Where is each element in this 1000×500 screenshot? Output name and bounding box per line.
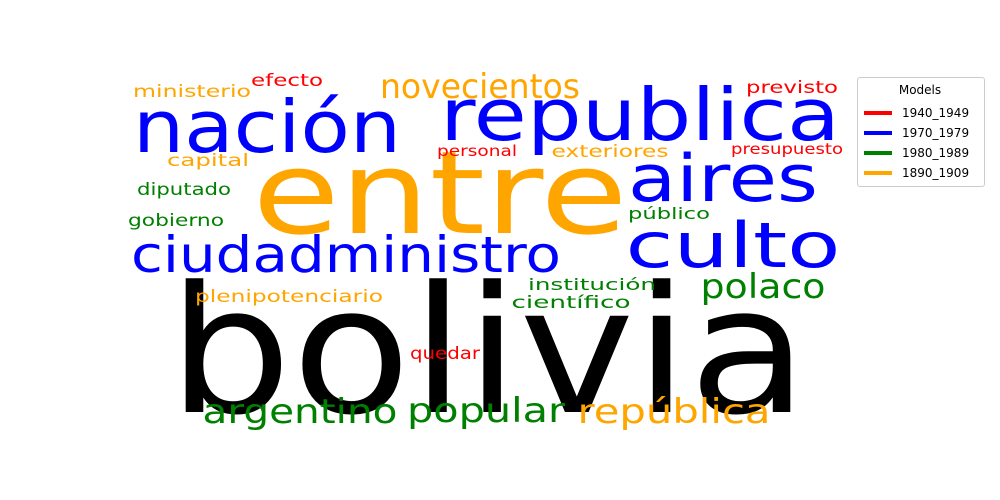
word-capital: capital xyxy=(167,151,249,171)
word-quedar: quedar xyxy=(410,344,480,364)
legend-entry-1890-1909: 1890_1909 xyxy=(864,163,976,183)
legend-entry-1940-1949: 1940_1949 xyxy=(864,103,976,123)
word-personal: personal xyxy=(437,142,517,160)
word-gobierno: gobierno xyxy=(128,211,224,231)
legend-swatch xyxy=(864,131,892,135)
word-efecto: efecto xyxy=(251,71,323,91)
legend-swatch xyxy=(864,171,892,175)
word-científico: científico xyxy=(512,293,631,313)
word-entre: entre xyxy=(253,127,628,261)
word-república: república xyxy=(578,392,771,432)
legend-swatch xyxy=(864,151,892,155)
legend-label: 1890_1909 xyxy=(902,166,970,180)
word-aires: aires xyxy=(628,142,818,217)
legend-entry-1970-1979: 1970_1979 xyxy=(864,123,976,143)
word-plenipotenciario: plenipotenciario xyxy=(195,287,383,307)
word-público: público xyxy=(628,204,710,223)
word-culto: culto xyxy=(626,209,841,282)
legend-swatch xyxy=(864,111,892,115)
word-ministerio: ministerio xyxy=(133,82,251,102)
legend-label: 1980_1989 xyxy=(902,146,970,160)
word-exteriores: exteriores xyxy=(552,142,669,162)
word-ciudadministro: ciudadministro xyxy=(131,226,561,284)
legend: Models 1940_1949 1970_1979 1980_1989 189… xyxy=(857,77,985,187)
legend-entry-1980-1989: 1980_1989 xyxy=(864,143,976,163)
word-novecientos: novecientos xyxy=(380,67,580,107)
word-nación: nación xyxy=(133,85,401,169)
word-diputado: diputado xyxy=(137,180,231,200)
word-popular: popular xyxy=(407,391,565,431)
legend-title: Models xyxy=(898,83,942,97)
word-bolivia: bolivia xyxy=(168,249,808,454)
word-institución: institución xyxy=(528,275,656,294)
word-republica: republica xyxy=(440,73,840,157)
word-previsto: previsto xyxy=(746,78,838,98)
word-argentino: argentino xyxy=(203,392,398,432)
word-presupuesto: presupuesto xyxy=(731,140,843,158)
word-polaco: polaco xyxy=(701,267,826,307)
legend-label: 1970_1979 xyxy=(902,126,970,140)
legend-label: 1940_1949 xyxy=(902,106,970,120)
